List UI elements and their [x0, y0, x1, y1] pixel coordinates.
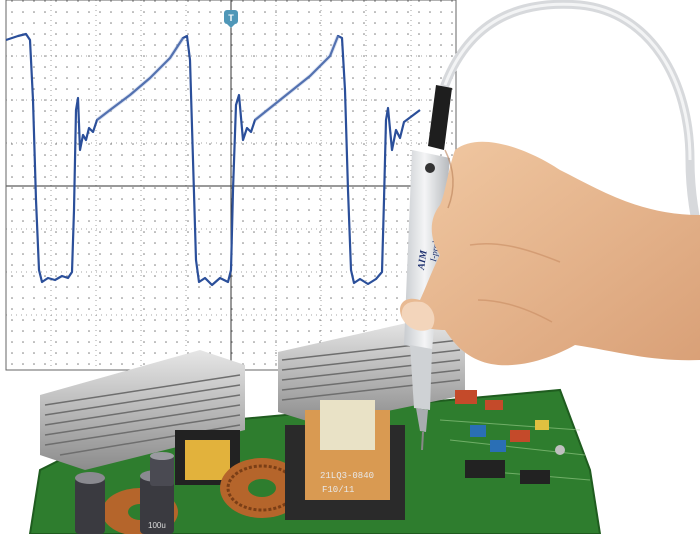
- waveform-noise-band: [95, 35, 340, 122]
- probe-strain-relief: [428, 85, 452, 150]
- transformer-date-code: F10/11: [322, 485, 354, 495]
- probe-nose: [410, 345, 432, 410]
- trigger-marker-label: T: [228, 13, 234, 23]
- transformer-part-number: 21LQ3-0840: [320, 471, 374, 481]
- probe-brand-logo: AIM: [416, 249, 430, 272]
- hand: [400, 141, 700, 366]
- capacitor-value-label: 100u: [148, 521, 166, 530]
- capacitor-black-3: [150, 452, 174, 486]
- main-transformer: 21LQ3-0840 F10/11: [285, 400, 405, 520]
- thumb-nail: [401, 301, 435, 331]
- current-waveform-trace: [5, 32, 421, 287]
- scope-grid: [6, 0, 456, 370]
- capacitor-black-1: [75, 472, 105, 534]
- pcb-small-components: [455, 390, 565, 484]
- trigger-marker: T: [224, 10, 238, 28]
- probe-led-indicator: [425, 163, 435, 173]
- probe-tip: [421, 431, 424, 451]
